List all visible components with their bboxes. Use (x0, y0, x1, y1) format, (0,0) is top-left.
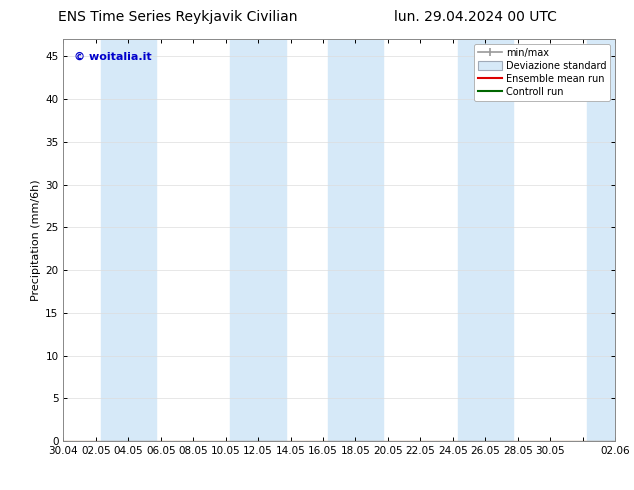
Text: ENS Time Series Reykjavik Civilian: ENS Time Series Reykjavik Civilian (58, 10, 297, 24)
Y-axis label: Precipitation (mm/6h): Precipitation (mm/6h) (31, 179, 41, 301)
Bar (231, 39, 286, 441)
Bar (458, 39, 513, 441)
Bar (587, 39, 634, 441)
Bar (101, 39, 156, 441)
Bar (328, 39, 383, 441)
Legend: min/max, Deviazione standard, Ensemble mean run, Controll run: min/max, Deviazione standard, Ensemble m… (474, 44, 610, 100)
Text: © woitalia.it: © woitalia.it (74, 51, 152, 61)
Text: lun. 29.04.2024 00 UTC: lun. 29.04.2024 00 UTC (394, 10, 557, 24)
